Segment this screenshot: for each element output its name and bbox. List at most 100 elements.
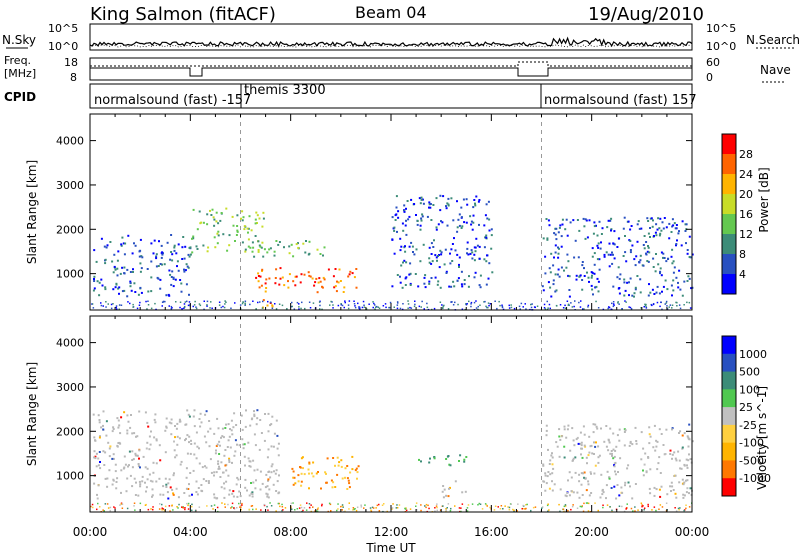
range-cell [594, 423, 597, 426]
range-cell [231, 461, 233, 464]
range-cell [180, 290, 183, 293]
range-cell [673, 266, 676, 269]
range-cell [485, 234, 488, 237]
range-cell [536, 305, 539, 307]
range-cell [172, 276, 175, 279]
range-cell [688, 453, 690, 456]
range-cell [576, 507, 579, 509]
range-cell [643, 247, 646, 250]
range-cell [267, 430, 270, 433]
range-cell [524, 508, 526, 510]
range-cell [675, 510, 678, 512]
range-cell [549, 473, 552, 476]
range-cell [409, 284, 412, 286]
colorbar-tick-label: 20 [739, 188, 753, 201]
range-cell [343, 286, 346, 289]
range-cell [317, 281, 320, 284]
range-cell [163, 263, 166, 266]
range-cell [186, 300, 188, 303]
range-cell [120, 469, 123, 472]
range-cell [264, 282, 267, 285]
range-cell [596, 258, 599, 261]
range-cell [678, 269, 681, 272]
range-cell [118, 424, 121, 427]
colorbar-tick-label: 4 [739, 268, 746, 281]
range-cell [382, 305, 385, 307]
range-cell [266, 456, 269, 459]
range-cell [568, 275, 571, 278]
range-cell [178, 437, 181, 440]
range-cell [223, 306, 226, 309]
range-cell [613, 485, 616, 488]
range-cell [292, 483, 295, 486]
range-cell [349, 471, 352, 474]
range-cell [396, 504, 398, 506]
range-cell [643, 306, 645, 308]
range-cell [413, 203, 416, 205]
range-cell [109, 445, 112, 448]
range-cell [319, 300, 321, 303]
colorbar-tick-label: 16 [739, 208, 753, 221]
range-cell [463, 279, 466, 281]
range-cell [589, 471, 592, 474]
range-cell [558, 503, 560, 506]
range-cell [574, 471, 577, 474]
range-cell [151, 488, 154, 491]
range-cell [115, 283, 118, 286]
range-cell [418, 305, 421, 308]
range-cell [309, 275, 312, 278]
range-cell [454, 301, 456, 304]
range-cell [597, 242, 600, 245]
range-cell [340, 459, 343, 462]
range-cell [310, 472, 313, 475]
range-cell [631, 497, 634, 500]
range-cell [569, 221, 572, 224]
range-cell [572, 457, 575, 460]
range-cell [676, 239, 678, 242]
range-cell [615, 445, 618, 448]
range-cell [544, 474, 547, 477]
range-cell [407, 303, 410, 305]
range-cell [486, 505, 488, 507]
range-cell [213, 504, 216, 506]
range-cell [648, 442, 651, 445]
range-cell [254, 487, 257, 490]
range-cell [660, 251, 663, 254]
range-cell [581, 494, 584, 496]
range-cell [275, 510, 277, 512]
range-cell [683, 304, 685, 306]
range-cell [302, 467, 304, 470]
range-cell [421, 300, 423, 303]
range-cell [523, 508, 525, 510]
x-tick-label: 16:00 [474, 525, 509, 539]
range-cell [592, 293, 594, 296]
range-cell [357, 302, 359, 305]
range-cell [466, 241, 469, 244]
range-cell [512, 508, 514, 511]
range-cell [221, 427, 224, 430]
range-cell [647, 503, 649, 506]
range-cell [473, 253, 476, 256]
range-cell [261, 482, 264, 485]
colorbar-tick-label: 24 [739, 168, 753, 181]
range-cell [243, 228, 246, 231]
range-cell [98, 294, 101, 297]
range-cell [623, 510, 626, 513]
range-cell [170, 276, 173, 278]
range-cell [549, 307, 551, 310]
range-cell [296, 301, 299, 304]
range-cell [219, 476, 222, 478]
range-cell [162, 508, 165, 510]
range-cell [133, 242, 135, 245]
range-cell [164, 505, 167, 508]
range-cell [247, 227, 250, 230]
range-cell [460, 270, 463, 273]
range-cell [206, 304, 208, 306]
colorbar-tick-label: 1000 [739, 348, 767, 361]
range-cell [660, 485, 663, 488]
range-cell [218, 440, 221, 443]
range-cell [356, 477, 358, 480]
range-cell [119, 272, 122, 275]
range-cell [434, 507, 436, 509]
